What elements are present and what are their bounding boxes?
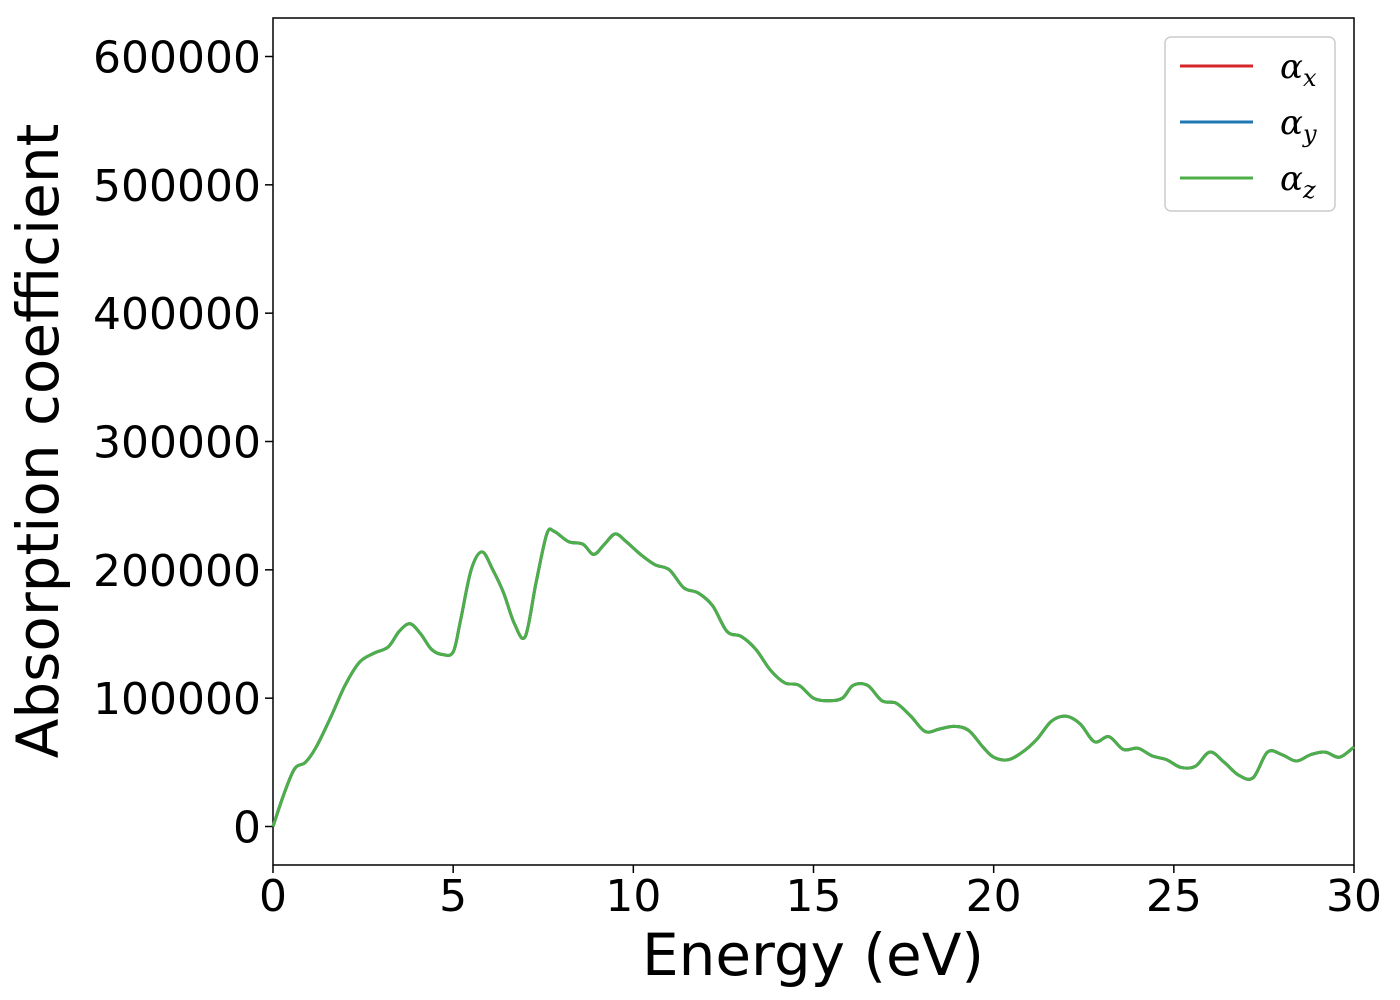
y-axis-ticks: 0 100000 200000 300000 400000 500000 600000 bbox=[93, 33, 273, 854]
y-tick-label: 500000 bbox=[93, 161, 261, 212]
legend-label-x: αx bbox=[1280, 47, 1317, 92]
y-tick-label: 0 bbox=[233, 803, 261, 854]
x-tick-label: 30 bbox=[1326, 871, 1382, 922]
x-tick-label: 0 bbox=[259, 871, 287, 922]
legend-items: αx αy αz bbox=[1180, 47, 1317, 204]
x-axis-title: Energy (eV) bbox=[642, 921, 984, 989]
x-tick-label: 15 bbox=[786, 871, 842, 922]
x-tick-label: 5 bbox=[439, 871, 467, 922]
legend-label-y: αy bbox=[1280, 103, 1317, 148]
series-line-z bbox=[271, 527, 1355, 827]
x-axis-ticks: 0 5 10 15 20 25 30 bbox=[259, 865, 1382, 922]
series-lines bbox=[271, 527, 1355, 827]
legend-box bbox=[1164, 36, 1336, 212]
y-tick-label: 300000 bbox=[93, 418, 261, 469]
x-tick-label: 10 bbox=[605, 871, 661, 922]
x-tick-label: 20 bbox=[966, 871, 1022, 922]
y-tick-label: 100000 bbox=[93, 674, 261, 725]
y-axis-title: Absorption coefficient bbox=[4, 124, 72, 759]
legend-label-z: αz bbox=[1280, 159, 1316, 204]
y-tick-label: 200000 bbox=[93, 546, 261, 597]
legend: αx αy αz bbox=[1164, 36, 1336, 212]
y-tick-label: 600000 bbox=[93, 33, 261, 84]
x-tick-label: 25 bbox=[1146, 871, 1202, 922]
y-tick-label: 400000 bbox=[93, 289, 261, 340]
